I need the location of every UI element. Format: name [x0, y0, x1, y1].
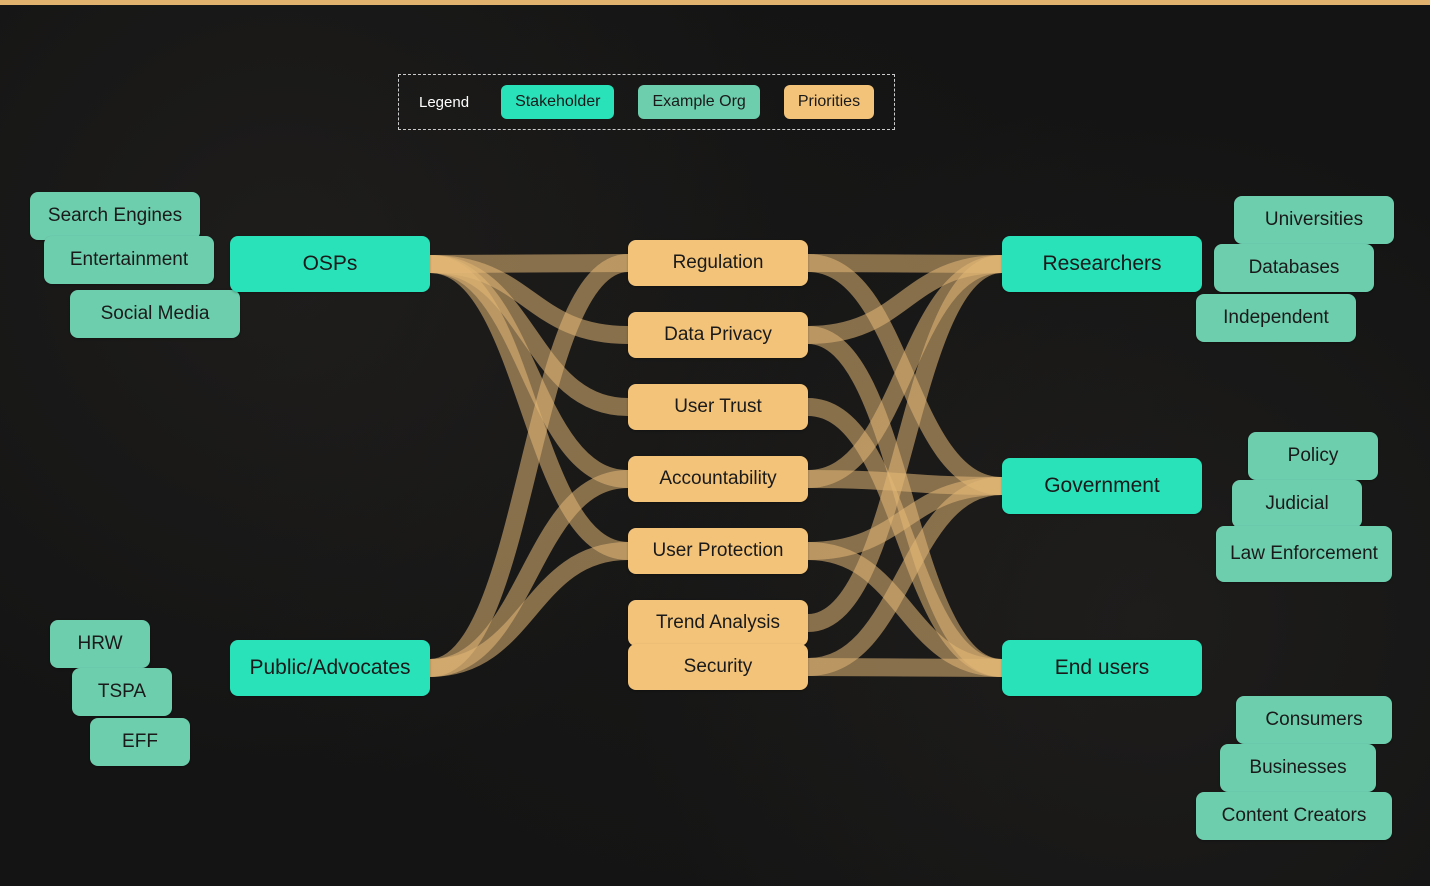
edge	[808, 264, 1002, 623]
priority-node: Accountability	[628, 456, 808, 502]
example-node: Universities	[1234, 196, 1394, 244]
example-node: Independent	[1196, 294, 1356, 342]
priority-node: Security	[628, 644, 808, 690]
edge	[808, 407, 1002, 668]
edge	[808, 263, 1002, 486]
priority-label: Trend Analysis	[656, 612, 780, 634]
example-label: Content Creators	[1222, 805, 1367, 827]
priority-label: Accountability	[659, 468, 776, 490]
edge	[430, 264, 628, 551]
example-label: Databases	[1249, 257, 1340, 279]
stakeholder-label: OSPs	[303, 252, 358, 276]
legend-chip-priorities: Priorities	[784, 85, 874, 119]
stakeholder-label: Government	[1044, 474, 1160, 498]
priority-node: Trend Analysis	[628, 600, 808, 646]
example-label: Search Engines	[48, 205, 182, 227]
edge	[808, 486, 1002, 667]
edge	[430, 264, 628, 407]
example-label: Entertainment	[70, 249, 188, 271]
edge-layer	[0, 0, 1430, 886]
example-label: Universities	[1265, 209, 1363, 231]
legend-chip-stakeholder: Stakeholder	[501, 85, 614, 119]
priority-node: User Protection	[628, 528, 808, 574]
priority-label: Regulation	[673, 252, 764, 274]
edge	[808, 263, 1002, 264]
example-label: Law Enforcement	[1230, 543, 1378, 565]
edge	[808, 335, 1002, 668]
example-label: EFF	[122, 731, 158, 753]
example-label: Judicial	[1265, 493, 1328, 515]
edge	[808, 551, 1002, 668]
example-node: Entertainment	[44, 236, 214, 284]
example-node: HRW	[50, 620, 150, 668]
edge	[808, 479, 1002, 486]
example-label: TSPA	[98, 681, 146, 703]
priority-label: User Trust	[674, 396, 762, 418]
example-node: Search Engines	[30, 192, 200, 240]
edge	[430, 263, 628, 264]
diagram-stage: Legend Stakeholder Example Org Prioritie…	[0, 0, 1430, 886]
example-label: Businesses	[1249, 757, 1346, 779]
edge	[430, 263, 628, 668]
edge	[808, 667, 1002, 668]
example-node: Judicial	[1232, 480, 1362, 528]
example-label: Social Media	[101, 303, 210, 325]
priority-label: User Protection	[653, 540, 784, 562]
edge	[808, 486, 1002, 551]
stakeholder-node: Public/Advocates	[230, 640, 430, 696]
example-node: Social Media	[70, 290, 240, 338]
example-label: Policy	[1288, 445, 1339, 467]
stakeholder-label: End users	[1055, 656, 1150, 680]
priority-node: Data Privacy	[628, 312, 808, 358]
edge	[430, 551, 628, 668]
priority-node: User Trust	[628, 384, 808, 430]
example-node: Content Creators	[1196, 792, 1392, 840]
example-node: Law Enforcement	[1216, 526, 1392, 582]
legend-box: Legend Stakeholder Example Org Prioritie…	[398, 74, 895, 130]
edge	[808, 264, 1002, 335]
edge	[430, 479, 628, 668]
example-label: Consumers	[1265, 709, 1362, 731]
priority-node: Regulation	[628, 240, 808, 286]
edge	[808, 264, 1002, 479]
stakeholder-label: Researchers	[1042, 252, 1161, 276]
top-accent-bar	[0, 0, 1430, 5]
stakeholder-node: Researchers	[1002, 236, 1202, 292]
example-node: EFF	[90, 718, 190, 766]
example-node: Businesses	[1220, 744, 1376, 792]
example-label: HRW	[77, 633, 122, 655]
legend-title: Legend	[419, 94, 469, 111]
edge	[430, 264, 628, 335]
stakeholder-node: End users	[1002, 640, 1202, 696]
stakeholder-label: Public/Advocates	[249, 656, 410, 680]
legend-chip-example: Example Org	[638, 85, 759, 119]
example-node: TSPA	[72, 668, 172, 716]
example-label: Independent	[1223, 307, 1329, 329]
example-node: Databases	[1214, 244, 1374, 292]
priority-label: Security	[684, 656, 753, 678]
stakeholder-node: OSPs	[230, 236, 430, 292]
stakeholder-node: Government	[1002, 458, 1202, 514]
priority-label: Data Privacy	[664, 324, 772, 346]
example-node: Policy	[1248, 432, 1378, 480]
example-node: Consumers	[1236, 696, 1392, 744]
edge	[430, 264, 628, 479]
